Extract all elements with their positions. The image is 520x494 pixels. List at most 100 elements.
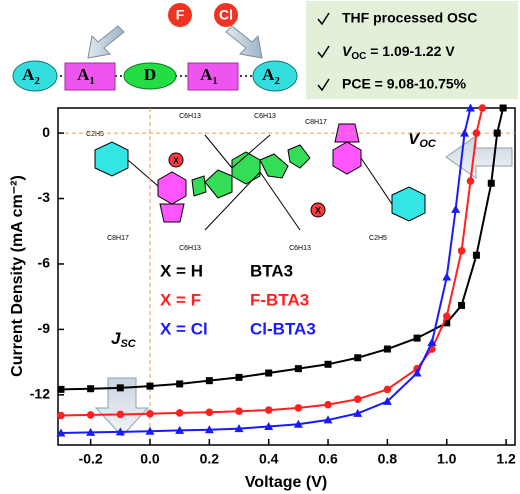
jsc-arrow: [94, 377, 150, 437]
alkyl-label: C6H13: [179, 245, 201, 252]
marker: [57, 385, 65, 393]
unit-main: A: [77, 65, 90, 84]
x-axis-label: Voltage (V): [245, 474, 327, 491]
info-line: PCE = 9.08-10.75%: [342, 76, 467, 92]
unit-sub: 1: [89, 75, 95, 87]
marker: [116, 410, 125, 419]
info-part: = 1.09-1.22 V: [366, 43, 455, 59]
legend-label: F-BTA3: [250, 290, 309, 309]
marker: [146, 382, 154, 390]
info-lines: THF processed OSC VOC = 1.09-1.22 V PCE = …: [317, 10, 477, 92]
acceptor-end: [12, 60, 58, 92]
legend-label: Cl-BTA3: [250, 319, 316, 338]
marker: [382, 396, 392, 405]
marker: [323, 415, 333, 424]
y-tick-label: -9: [38, 320, 51, 336]
marker: [264, 421, 274, 430]
unit-main: A: [200, 65, 213, 84]
marker: [57, 411, 65, 420]
x-tick-label: 0.2: [200, 451, 220, 467]
marker: [56, 428, 66, 437]
marker: [234, 424, 244, 433]
y-tick-label: -12: [30, 386, 50, 402]
series-line: [60, 107, 472, 435]
marker: [324, 400, 332, 409]
x-tick-label: -0.2: [79, 451, 103, 467]
plot-frame: [57, 107, 516, 446]
alkyl-label: C8H17: [305, 119, 327, 126]
jsc-label: JSC: [111, 329, 137, 349]
legend-substituent: X = F: [160, 290, 201, 309]
halogen-label: F: [176, 7, 185, 23]
marker: [413, 334, 421, 342]
marker: [478, 104, 487, 112]
marker: [442, 312, 451, 321]
unit-sub: 2: [34, 75, 40, 87]
x-tick-label: 1.2: [496, 451, 516, 467]
marker: [412, 368, 422, 377]
marker: [264, 406, 273, 414]
unit-label: D: [144, 65, 156, 84]
marker: [235, 407, 243, 415]
check-icon: [317, 12, 330, 26]
marker: [354, 354, 362, 362]
x-tick-label: 1.0: [437, 451, 457, 467]
marker: [175, 425, 185, 434]
substituent-x: X: [173, 155, 179, 165]
marker: [383, 385, 392, 394]
halogen-label: Cl: [219, 7, 233, 23]
marker: [116, 384, 124, 392]
unit-main: A: [262, 65, 275, 84]
marker: [442, 272, 452, 281]
marker: [457, 247, 466, 255]
halogen-circle: [214, 3, 238, 27]
halogen-circle: [168, 3, 192, 27]
molecule: C6H13 C6H13 C6H13 C6H13 C8H17 C8H17 C2H5 C2H5 X X: [86, 113, 426, 252]
marker: [458, 301, 466, 309]
alkyl-label: C6H13: [254, 113, 276, 120]
legend-label: BTA3: [250, 261, 293, 280]
legend-substituent: X = H: [160, 261, 203, 280]
info-part: OC: [351, 51, 366, 62]
marker: [324, 360, 332, 368]
donor: [123, 62, 177, 90]
alkyl-label: C6H13: [289, 245, 311, 252]
unit-sub: 1: [212, 75, 218, 87]
marker: [499, 104, 507, 112]
marker: [115, 427, 125, 436]
acceptor-end: [252, 60, 298, 92]
x-tick-label: 0.0: [140, 451, 160, 467]
unit-label: A2: [22, 65, 40, 87]
acceptor-core: [64, 62, 116, 91]
marker: [443, 319, 451, 327]
y-tick-label: -3: [38, 189, 51, 205]
substituent-x: X: [315, 205, 321, 215]
marker: [205, 408, 214, 417]
marker: [353, 408, 363, 417]
marker: [487, 179, 495, 187]
marker: [383, 345, 391, 353]
y-tick-label: -6: [38, 255, 51, 271]
info-line: THF processed OSC: [342, 10, 477, 26]
marker: [472, 129, 481, 137]
legend-substituent: X = Cl: [160, 319, 208, 338]
alkyl-label: C6H13: [179, 113, 201, 120]
info-part: V: [342, 43, 353, 59]
unit-main: A: [22, 65, 35, 84]
voc-label: VOC: [408, 129, 437, 149]
check-icon: [317, 78, 330, 92]
alkyl-label: C8H17: [107, 235, 129, 242]
alkyl-label: C2H5: [86, 131, 104, 138]
marker: [87, 385, 95, 393]
info-line: VOC = 1.09-1.22 V: [342, 43, 455, 62]
marker: [205, 377, 213, 385]
marker: [472, 251, 480, 259]
marker: [465, 103, 475, 112]
check-icon: [317, 45, 330, 59]
marker: [451, 204, 461, 213]
marker: [294, 404, 303, 412]
y-axis-label: Current Density (mA cm⁻²): [9, 175, 26, 377]
marker: [460, 128, 470, 137]
